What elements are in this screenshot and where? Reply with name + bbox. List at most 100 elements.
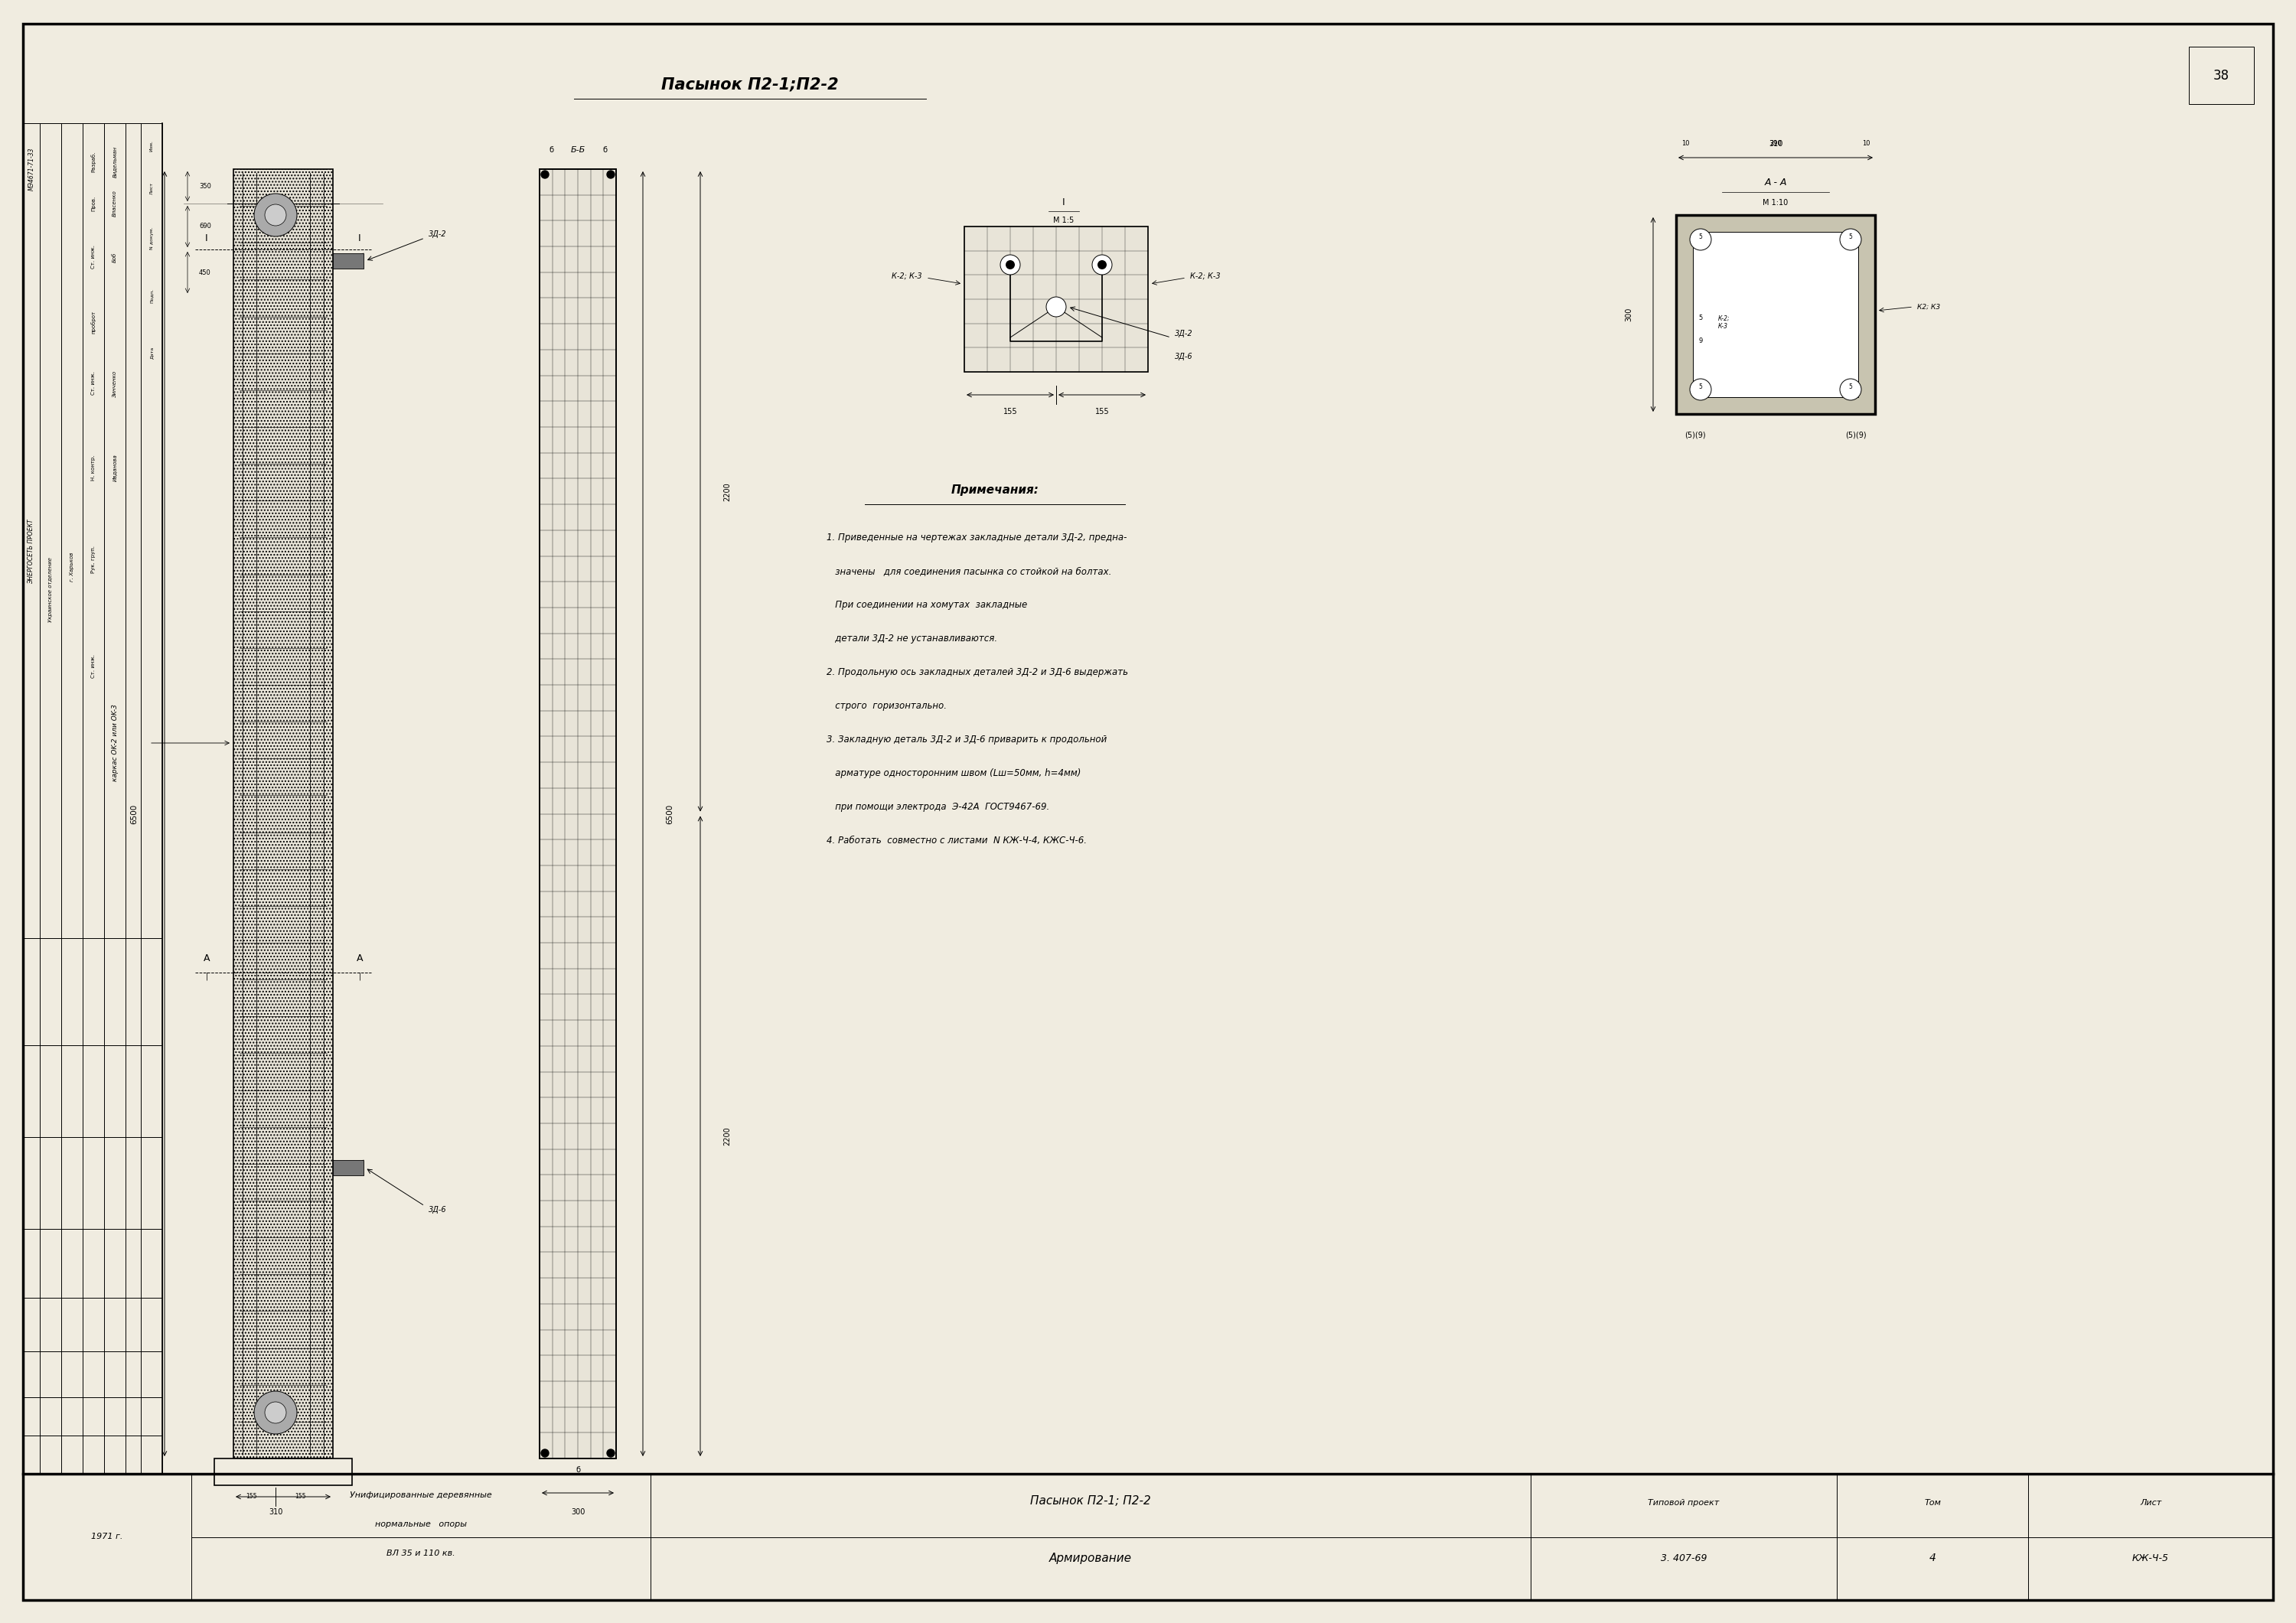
Text: I: I (204, 234, 209, 243)
Text: Армирование: Армирование (1049, 1552, 1132, 1563)
Text: строго  горизонтально.: строго горизонтально. (827, 701, 946, 711)
Text: Типовой проект: Типовой проект (1649, 1500, 1720, 1506)
Text: 4. Работать  совместно с листами  N КЖ-Ч-4, КЖС-Ч-6.: 4. Работать совместно с листами N КЖ-Ч-4… (827, 836, 1086, 846)
Text: 1971 г.: 1971 г. (92, 1532, 124, 1540)
Text: при помощи электрода  Э-42А  ГОСТ9467-69.: при помощи электрода Э-42А ГОСТ9467-69. (827, 802, 1049, 812)
Text: 3. Закладную деталь 3Д-2 и 3Д-6 приварить к продольной: 3. Закладную деталь 3Д-2 и 3Д-6 приварит… (827, 735, 1107, 745)
Text: Лист: Лист (2140, 1500, 2161, 1506)
Text: 3Д-6: 3Д-6 (429, 1206, 448, 1214)
Text: 690: 690 (200, 222, 211, 230)
Text: 4: 4 (1929, 1553, 1936, 1563)
Text: 350: 350 (200, 182, 211, 190)
Circle shape (1690, 378, 1711, 401)
Text: 5: 5 (1699, 234, 1701, 240)
Text: детали 3Д-2 не устанавливаются.: детали 3Д-2 не устанавливаются. (827, 633, 996, 644)
Text: Власенко: Власенко (113, 190, 117, 217)
Text: 3Д-2: 3Д-2 (429, 230, 448, 239)
Circle shape (255, 1391, 296, 1435)
Circle shape (542, 1449, 549, 1457)
Text: 3Д-6: 3Д-6 (1176, 352, 1194, 360)
Text: 310: 310 (1768, 140, 1782, 148)
Text: 5: 5 (1848, 234, 1853, 240)
Text: г. Харьков: г. Харьков (69, 552, 73, 581)
Text: КЖ-Ч-5: КЖ-Ч-5 (2133, 1553, 2170, 1563)
Text: Пасынок П2-1;П2-2: Пасынок П2-1;П2-2 (661, 78, 838, 93)
Circle shape (1097, 260, 1107, 269)
Bar (1692, 232, 1857, 398)
Text: значены   для соединения пасынка со стойкой на болтах.: значены для соединения пасынка со стойко… (827, 566, 1111, 576)
Bar (2188, 47, 2255, 104)
Circle shape (255, 193, 296, 237)
Text: ВЛ 35 и 110 кв.: ВЛ 35 и 110 кв. (386, 1550, 455, 1556)
Text: 310: 310 (269, 1508, 282, 1516)
Text: б: б (549, 146, 553, 154)
Text: каркас OK-2 или OK-3: каркас OK-2 или OK-3 (113, 704, 119, 782)
Text: I: I (358, 234, 360, 243)
Bar (234, 169, 333, 1459)
Text: Унифицированные деревянные: Унифицированные деревянные (349, 1492, 491, 1500)
Text: Н. контр.: Н. контр. (92, 454, 96, 480)
Text: Зинченко: Зинченко (113, 370, 117, 396)
Circle shape (1690, 229, 1711, 250)
Text: 38: 38 (2213, 68, 2229, 83)
Text: 9: 9 (1699, 338, 1704, 344)
Circle shape (542, 170, 549, 179)
Bar (1676, 214, 1876, 414)
Text: Боб: Боб (113, 252, 117, 263)
Circle shape (606, 170, 615, 179)
Text: 300: 300 (572, 1508, 585, 1516)
Text: К-2;
К-3: К-2; К-3 (1717, 315, 1731, 329)
Text: 155: 155 (1003, 407, 1017, 415)
Text: 2. Продольную ось закладных деталей 3Д-2 и 3Д-6 выдержать: 2. Продольную ось закладных деталей 3Д-2… (827, 667, 1127, 677)
Text: К2; К3: К2; К3 (1917, 304, 1940, 310)
Text: Разраб.: Разраб. (92, 151, 96, 172)
Text: А - А: А - А (1763, 179, 1786, 188)
Text: Ст. инж.: Ст. инж. (92, 654, 96, 678)
Text: N докум.: N докум. (149, 227, 154, 250)
Text: Ст. инж.: Ст. инж. (92, 245, 96, 269)
Circle shape (606, 1449, 615, 1457)
Text: Пров.: Пров. (92, 196, 96, 211)
Text: При соединении на хомутах  закладные: При соединении на хомутах закладные (827, 601, 1026, 610)
Text: 2200: 2200 (723, 1126, 730, 1146)
Text: Ивданова: Ивданова (113, 454, 117, 480)
Text: 155: 155 (246, 1493, 257, 1500)
Text: 3. 407-69: 3. 407-69 (1660, 1553, 1706, 1563)
Text: Видельман: Видельман (113, 146, 117, 177)
Circle shape (264, 204, 287, 226)
Text: К-2; К-3: К-2; К-3 (1189, 273, 1221, 281)
Text: 10: 10 (1862, 141, 1869, 148)
Text: Б-Б: Б-Б (569, 146, 585, 154)
Bar (333, 253, 363, 268)
Text: ЭНЕРГОСЕТЬ ПРОЕКТ: ЭНЕРГОСЕТЬ ПРОЕКТ (28, 519, 34, 584)
Bar (214, 1459, 351, 1485)
Text: 6500: 6500 (666, 803, 673, 824)
Text: 155: 155 (1095, 407, 1109, 415)
Text: 5: 5 (1848, 383, 1853, 391)
Text: Изм.: Изм. (149, 141, 154, 153)
Text: А: А (204, 954, 209, 964)
Text: I: I (1063, 196, 1065, 208)
Text: 155: 155 (294, 1493, 305, 1500)
Text: М 1:10: М 1:10 (1763, 200, 1789, 206)
Circle shape (1093, 255, 1111, 274)
Text: 3Д-2: 3Д-2 (1176, 329, 1194, 338)
Text: (5)(9): (5)(9) (1846, 432, 1867, 440)
Bar (540, 169, 615, 1459)
Text: Украинское отделение: Украинское отделение (48, 557, 53, 623)
Text: МЭ4671-71-33: МЭ4671-71-33 (28, 148, 34, 192)
Text: |: | (358, 972, 360, 980)
Text: 1. Приведенные на чертежах закладные детали 3Д-2, предна-: 1. Приведенные на чертежах закладные дет… (827, 532, 1127, 542)
Text: Том: Том (1924, 1500, 1940, 1506)
Circle shape (1839, 378, 1862, 401)
Text: 6500: 6500 (131, 803, 138, 824)
Circle shape (1047, 297, 1065, 316)
Bar (964, 227, 1148, 372)
Text: проброт: проброт (92, 310, 96, 334)
Text: 10: 10 (1681, 141, 1690, 148)
Text: б: б (576, 1466, 581, 1474)
Text: 2200: 2200 (723, 482, 730, 502)
Text: 5: 5 (1699, 383, 1701, 391)
Text: К-2; К-3: К-2; К-3 (891, 273, 923, 281)
Text: |: | (204, 972, 209, 980)
